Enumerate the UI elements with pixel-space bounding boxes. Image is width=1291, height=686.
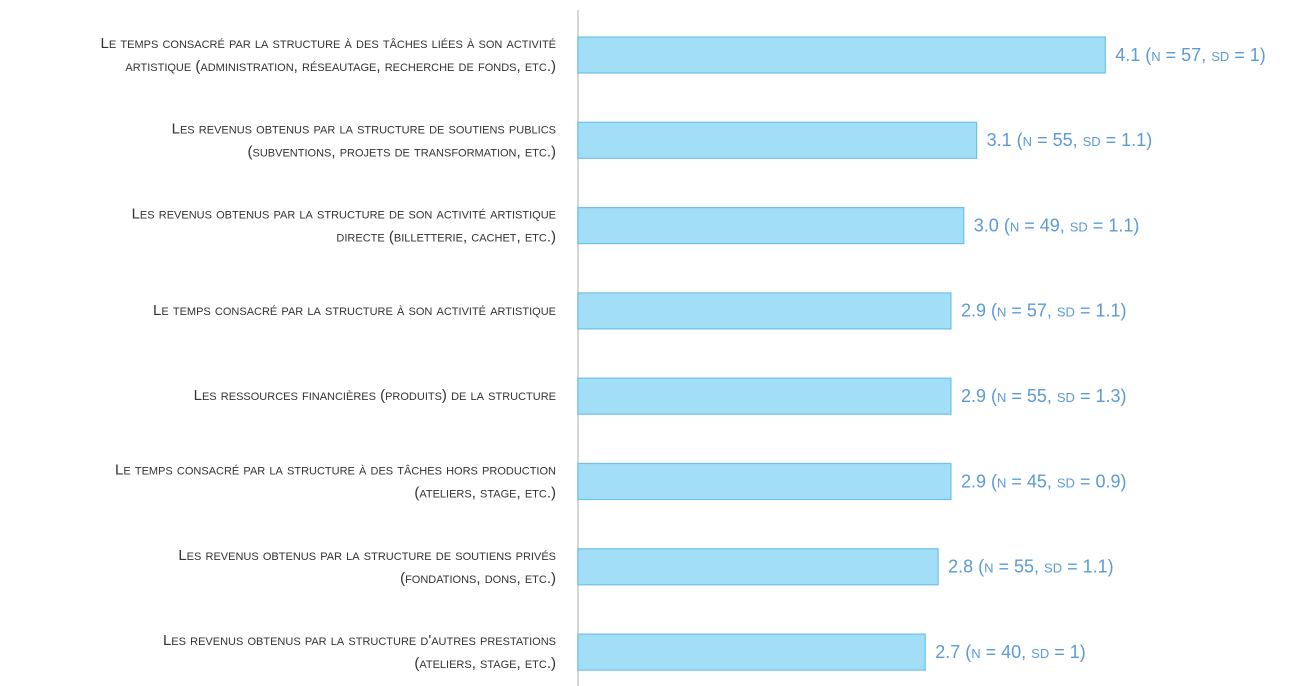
category-label: Les revenus obtenus par la structure de …	[178, 547, 556, 564]
value-label: 2.8 (n = 55, sd = 1.1)	[948, 557, 1114, 577]
bar	[577, 633, 926, 671]
category-label: (subventions, projets de transformation,…	[248, 143, 556, 160]
category-label: Les ressources financières (produits) de…	[194, 387, 556, 404]
bar	[577, 462, 952, 501]
category-label: Les revenus obtenus par la structure d'a…	[163, 632, 556, 649]
category-label: (fondations, dons, etc.)	[400, 570, 556, 587]
category-label: (ateliers, stage, etc.)	[414, 655, 556, 672]
bar	[577, 377, 952, 415]
bar	[577, 207, 965, 245]
category-label: Les revenus obtenus par la structure de …	[172, 120, 556, 137]
category-label: Le temps consacré par la structure à des…	[115, 461, 556, 478]
category-label: (ateliers, stage, etc.)	[414, 484, 556, 501]
value-label: 2.7 (n = 40, sd = 1)	[935, 642, 1086, 662]
value-label: 2.9 (n = 55, sd = 1.3)	[961, 386, 1127, 406]
bar	[577, 292, 952, 330]
value-label: 4.1 (n = 57, sd = 1)	[1115, 45, 1266, 65]
category-label: Le temps consacré par la structure à son…	[153, 302, 556, 319]
bar	[577, 548, 939, 586]
bar	[577, 121, 978, 159]
category-label: artistique (administration, réseautage, …	[125, 58, 556, 75]
category-label: Les revenus obtenus par la structure de …	[132, 206, 556, 223]
value-label: 2.9 (n = 45, sd = 0.9)	[961, 471, 1127, 491]
value-label: 2.9 (n = 57, sd = 1.1)	[961, 301, 1127, 321]
bar	[577, 36, 1106, 74]
value-label: 3.1 (n = 55, sd = 1.1)	[987, 130, 1153, 150]
value-label: 3.0 (n = 49, sd = 1.1)	[974, 215, 1140, 235]
category-label: Le temps consacré par la structure à des…	[101, 35, 556, 52]
category-label: directe (billetterie, cachet, etc.)	[336, 229, 556, 246]
